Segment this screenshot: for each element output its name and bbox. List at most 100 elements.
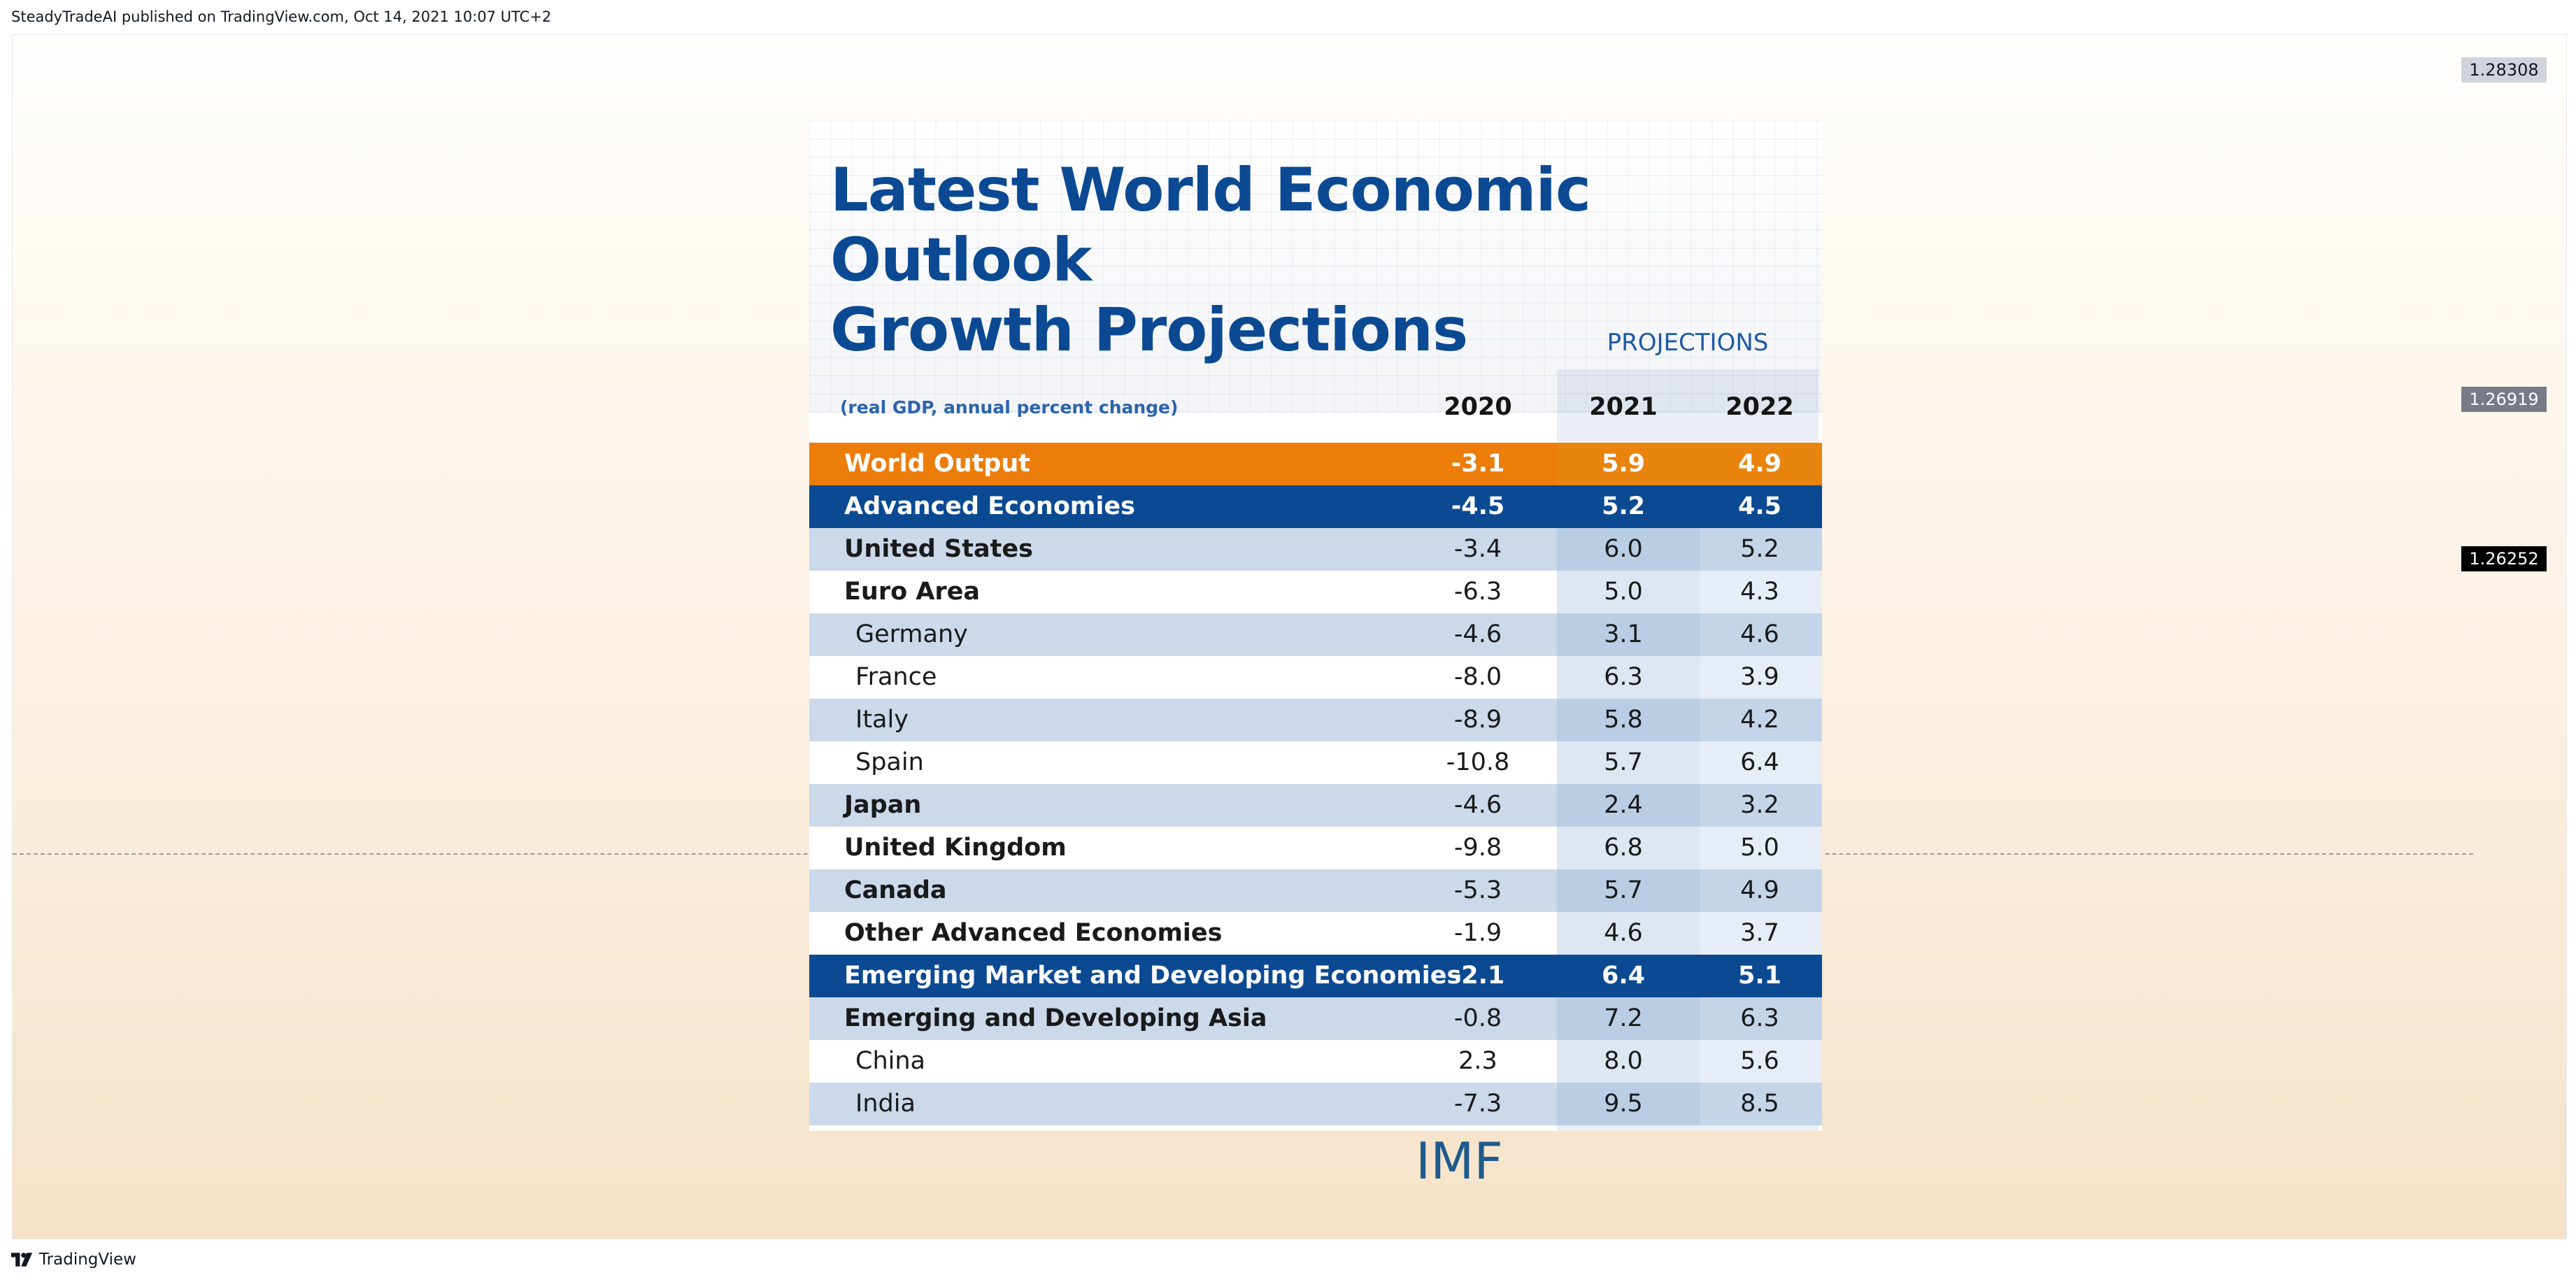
imf-caption: IMF (1416, 1132, 1503, 1190)
value-2020: -6.3 (1453, 578, 1502, 606)
row-name: United States (844, 535, 1033, 563)
value-2021: 9.5 (1604, 1090, 1643, 1118)
tradingview-logo-icon (11, 1253, 33, 1267)
row-name: Emerging and Developing Asia (844, 1004, 1267, 1032)
value-2020: -3.1 (1451, 450, 1505, 478)
year-header-2022: 2022 (1725, 393, 1794, 421)
row-name: Other Advanced Economies (844, 919, 1223, 947)
table-row: Euro Area -6.3 5.0 4.3 (809, 571, 1822, 613)
value-2021: 5.9 (1601, 450, 1645, 478)
value-2020: -7.3 (1453, 1090, 1502, 1118)
value-2020: -4.6 (1453, 791, 1502, 819)
table-row: Emerging Market and Developing Economies… (809, 955, 1822, 997)
tradingview-brand-text: TradingView (39, 1251, 136, 1269)
row-name: Germany (855, 620, 968, 648)
published-line: SteadyTradeAI published on TradingView.c… (11, 8, 552, 25)
row-name: China (855, 1047, 925, 1075)
value-2022: 8.5 (1740, 1090, 1779, 1118)
price-label-top: 1.28308 (2461, 57, 2547, 83)
weo-projections-image: Latest World Economic Outlook Growth Pro… (809, 119, 1822, 1131)
value-2020: -4.6 (1453, 620, 1502, 648)
table-row: Italy -8.9 5.8 4.2 (809, 699, 1822, 741)
row-name: United Kingdom (844, 834, 1067, 862)
value-2021: 5.0 (1604, 578, 1643, 606)
value-2022: 4.6 (1740, 620, 1779, 648)
price-label-middle: 1.26919 (2461, 387, 2547, 412)
table-row: World Output -3.1 5.9 4.9 (809, 443, 1822, 485)
projection-table: World Output -3.1 5.9 4.9 Advanced Economie… (809, 443, 1822, 1125)
value-2020: -5.3 (1453, 876, 1502, 904)
title-line-2: Growth Projections (830, 295, 1468, 365)
value-2022: 4.3 (1740, 578, 1779, 606)
table-row: Advanced Economies -4.5 5.2 4.5 (809, 485, 1822, 528)
table-row: India -7.3 9.5 8.5 (809, 1083, 1822, 1125)
value-2021: 6.8 (1604, 834, 1643, 862)
value-2022: 6.3 (1740, 1004, 1779, 1032)
year-header-2020: 2020 (1444, 393, 1512, 421)
title-line-1: Latest World Economic Outlook (830, 155, 1591, 295)
table-subtitle: (real GDP, annual percent change) (840, 397, 1179, 418)
value-2022: 6.4 (1740, 748, 1779, 776)
value-2022: 4.9 (1737, 450, 1781, 478)
value-2021: 2.4 (1604, 791, 1643, 819)
row-name: Canada (844, 876, 947, 904)
row-name: Japan (844, 791, 922, 819)
table-row: France -8.0 6.3 3.9 (809, 656, 1822, 699)
row-name: Spain (855, 748, 924, 776)
value-2022: 5.6 (1740, 1047, 1779, 1075)
row-name: France (855, 663, 937, 691)
projections-label: PROJECTIONS (1607, 329, 1769, 357)
value-2020: -2.1 (1451, 962, 1505, 990)
image-title: Latest World Economic Outlook Growth Pro… (830, 155, 1822, 365)
value-2022: 3.7 (1740, 919, 1779, 947)
value-2021: 5.8 (1604, 706, 1643, 734)
value-2022: 5.2 (1740, 535, 1779, 563)
row-name: Emerging Market and Developing Economies (844, 962, 1462, 990)
value-2021: 3.1 (1604, 620, 1643, 648)
value-2021: 6.4 (1601, 962, 1645, 990)
value-2021: 6.0 (1604, 535, 1643, 563)
value-2022: 4.9 (1740, 876, 1779, 904)
value-2022: 4.5 (1737, 492, 1781, 520)
value-2020: -10.8 (1446, 748, 1510, 776)
chart-area[interactable]: 1.28308 1.26919 1.26252 Latest World Eco… (12, 34, 2567, 1239)
value-2022: 3.2 (1740, 791, 1779, 819)
table-row: United States -3.4 6.0 5.2 (809, 528, 1822, 571)
table-row: Germany -4.6 3.1 4.6 (809, 613, 1822, 656)
value-2021: 5.7 (1604, 748, 1643, 776)
row-name: Advanced Economies (844, 492, 1135, 520)
value-2020: -3.4 (1453, 535, 1502, 563)
value-2020: -4.5 (1451, 492, 1505, 520)
row-name: Euro Area (844, 578, 981, 606)
table-row: China 2.3 8.0 5.6 (809, 1040, 1822, 1083)
value-2021: 5.7 (1604, 876, 1643, 904)
row-name: Italy (855, 706, 909, 734)
image-header-background (809, 119, 1822, 413)
value-2022: 5.0 (1740, 834, 1779, 862)
price-label-current: 1.26252 (2461, 546, 2547, 571)
value-2021: 4.6 (1604, 919, 1643, 947)
table-row: Spain -10.8 5.7 6.4 (809, 741, 1822, 784)
table-row: United Kingdom -9.8 6.8 5.0 (809, 827, 1822, 869)
value-2020: -1.9 (1453, 919, 1502, 947)
table-row: Japan -4.6 2.4 3.2 (809, 784, 1822, 827)
table-row: Other Advanced Economies -1.9 4.6 3.7 (809, 912, 1822, 955)
tradingview-brand[interactable]: TradingView (11, 1249, 136, 1270)
value-2022: 3.9 (1740, 663, 1779, 691)
row-name: World Output (844, 450, 1031, 478)
value-2020: 2.3 (1458, 1047, 1497, 1075)
value-2020: -9.8 (1453, 834, 1502, 862)
value-2022: 4.2 (1740, 706, 1779, 734)
row-name: India (855, 1090, 916, 1118)
value-2021: 5.2 (1601, 492, 1645, 520)
value-2020: -0.8 (1453, 1004, 1502, 1032)
table-row: Canada -5.3 5.7 4.9 (809, 869, 1822, 912)
value-2022: 5.1 (1737, 962, 1781, 990)
value-2021: 8.0 (1604, 1047, 1643, 1075)
table-row: Emerging and Developing Asia -0.8 7.2 6.3 (809, 997, 1822, 1040)
value-2020: -8.9 (1453, 706, 1502, 734)
value-2020: -8.0 (1453, 663, 1502, 691)
value-2021: 7.2 (1604, 1004, 1643, 1032)
year-header-2021: 2021 (1589, 393, 1658, 421)
value-2021: 6.3 (1604, 663, 1643, 691)
